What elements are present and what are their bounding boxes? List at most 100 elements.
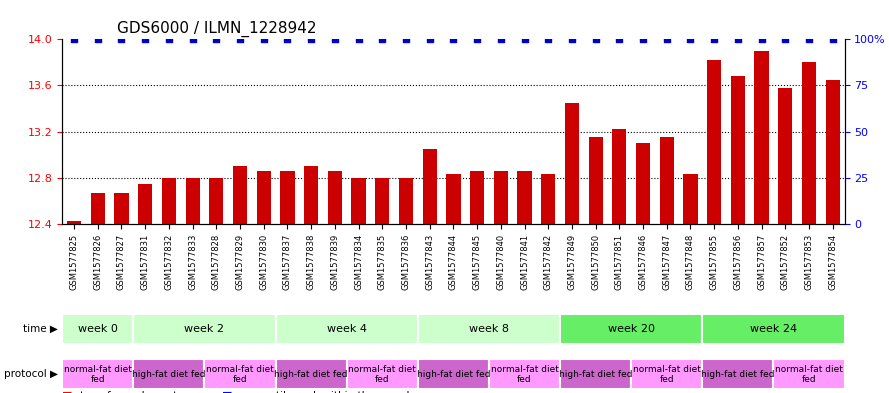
Bar: [304, 166, 318, 224]
Point: [351, 36, 365, 42]
Text: time ▶: time ▶: [23, 324, 58, 334]
Bar: [422, 149, 436, 224]
FancyBboxPatch shape: [560, 359, 631, 389]
Text: high-fat diet fed: high-fat diet fed: [417, 370, 490, 379]
Point: [802, 36, 816, 42]
Point: [115, 36, 129, 42]
Bar: [375, 178, 389, 224]
Bar: [257, 171, 271, 224]
Point: [186, 36, 200, 42]
Bar: [446, 174, 461, 224]
FancyBboxPatch shape: [62, 314, 133, 344]
Point: [91, 36, 105, 42]
Bar: [186, 178, 200, 224]
Text: ■: ■: [222, 391, 233, 393]
Bar: [755, 51, 769, 224]
Text: high-fat diet fed: high-fat diet fed: [701, 370, 774, 379]
Bar: [517, 171, 532, 224]
Bar: [802, 62, 816, 224]
FancyBboxPatch shape: [489, 359, 560, 389]
Point: [589, 36, 603, 42]
Text: normal-fat diet
fed: normal-fat diet fed: [348, 365, 416, 384]
Point: [257, 36, 271, 42]
Bar: [493, 171, 508, 224]
FancyBboxPatch shape: [276, 314, 418, 344]
Text: week 4: week 4: [327, 324, 366, 334]
FancyBboxPatch shape: [276, 359, 347, 389]
Point: [162, 36, 176, 42]
Point: [280, 36, 294, 42]
Point: [778, 36, 792, 42]
Point: [304, 36, 318, 42]
Bar: [399, 178, 413, 224]
FancyBboxPatch shape: [133, 314, 276, 344]
Text: normal-fat diet
fed: normal-fat diet fed: [775, 365, 843, 384]
FancyBboxPatch shape: [418, 314, 560, 344]
Point: [660, 36, 674, 42]
FancyBboxPatch shape: [204, 359, 276, 389]
FancyBboxPatch shape: [347, 359, 418, 389]
Text: normal-fat diet
fed: normal-fat diet fed: [633, 365, 701, 384]
Bar: [707, 60, 721, 224]
Point: [565, 36, 579, 42]
Point: [233, 36, 247, 42]
Text: week 0: week 0: [78, 324, 117, 334]
Point: [493, 36, 508, 42]
Text: week 20: week 20: [608, 324, 654, 334]
FancyBboxPatch shape: [133, 359, 204, 389]
Text: protocol ▶: protocol ▶: [4, 369, 58, 379]
Bar: [636, 143, 650, 224]
Bar: [162, 178, 176, 224]
Text: normal-fat diet
fed: normal-fat diet fed: [206, 365, 274, 384]
Point: [375, 36, 389, 42]
Bar: [684, 174, 698, 224]
Point: [422, 36, 436, 42]
Bar: [233, 166, 247, 224]
Point: [731, 36, 745, 42]
Text: normal-fat diet
fed: normal-fat diet fed: [64, 365, 132, 384]
Point: [541, 36, 556, 42]
Point: [636, 36, 650, 42]
FancyBboxPatch shape: [560, 314, 702, 344]
Text: week 8: week 8: [469, 324, 509, 334]
Point: [755, 36, 769, 42]
FancyBboxPatch shape: [631, 359, 702, 389]
Bar: [115, 193, 129, 224]
Point: [446, 36, 461, 42]
Point: [826, 36, 840, 42]
Point: [138, 36, 152, 42]
Bar: [91, 193, 105, 224]
Text: ■: ■: [62, 391, 73, 393]
Text: high-fat diet fed: high-fat diet fed: [132, 370, 205, 379]
Bar: [660, 138, 674, 224]
Point: [707, 36, 721, 42]
FancyBboxPatch shape: [702, 314, 845, 344]
Bar: [731, 76, 745, 224]
Text: high-fat diet fed: high-fat diet fed: [559, 370, 632, 379]
Text: normal-fat diet
fed: normal-fat diet fed: [491, 365, 558, 384]
Point: [517, 36, 532, 42]
Point: [399, 36, 413, 42]
Bar: [280, 171, 294, 224]
Text: week 24: week 24: [749, 324, 797, 334]
Bar: [826, 80, 840, 224]
Bar: [67, 220, 81, 224]
Point: [67, 36, 81, 42]
Point: [470, 36, 485, 42]
FancyBboxPatch shape: [62, 359, 133, 389]
Bar: [613, 129, 627, 224]
Text: GDS6000 / ILMN_1228942: GDS6000 / ILMN_1228942: [117, 20, 316, 37]
Bar: [138, 184, 152, 224]
FancyBboxPatch shape: [702, 359, 773, 389]
Bar: [209, 178, 223, 224]
Bar: [778, 88, 792, 224]
Point: [613, 36, 627, 42]
FancyBboxPatch shape: [773, 359, 845, 389]
Point: [209, 36, 223, 42]
Bar: [328, 171, 342, 224]
Point: [328, 36, 342, 42]
Text: week 2: week 2: [185, 324, 224, 334]
Bar: [589, 138, 603, 224]
Bar: [565, 103, 579, 224]
Text: transformed count: transformed count: [80, 391, 177, 393]
